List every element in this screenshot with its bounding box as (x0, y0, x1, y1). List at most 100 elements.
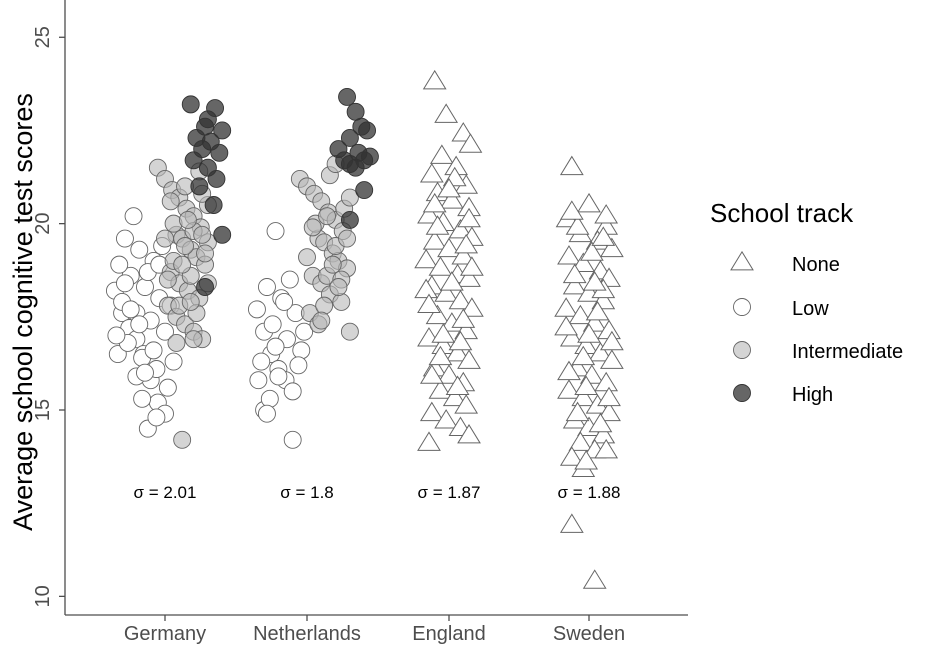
x-tick-label: Netherlands (253, 623, 361, 645)
data-point (591, 423, 616, 444)
legend-label: Low (792, 298, 829, 320)
data-point (269, 367, 288, 386)
data-point (184, 330, 203, 349)
data-point (213, 225, 232, 244)
data-point (557, 245, 581, 265)
data-point (457, 349, 481, 369)
data-point (419, 401, 444, 422)
data-point (582, 271, 607, 291)
data-point (178, 210, 197, 229)
y-tick-label: 25 (32, 26, 54, 48)
data-point (562, 274, 587, 295)
data-point (588, 412, 613, 433)
data-point (346, 102, 365, 121)
data-point (136, 363, 154, 382)
data-point (577, 323, 601, 343)
data-point (176, 237, 194, 255)
data-point (204, 196, 223, 214)
sigma-annotation: σ = 1.87 (418, 483, 481, 502)
data-point (198, 110, 217, 129)
data-point (588, 341, 613, 362)
data-point (428, 256, 453, 276)
data-point (133, 389, 152, 408)
data-point (414, 248, 439, 269)
data-point (459, 256, 484, 276)
data-point (303, 218, 322, 237)
data-point (260, 389, 279, 408)
data-point (116, 274, 134, 293)
data-point (315, 296, 334, 315)
sigma-annotation: σ = 2.01 (134, 483, 197, 502)
data-point (458, 133, 483, 153)
y-axis-title: Average school cognitive test scores (8, 93, 38, 531)
data-point (252, 352, 271, 371)
data-point (559, 327, 584, 347)
data-point (557, 360, 581, 381)
data-point (428, 345, 453, 366)
data-point (258, 278, 276, 296)
data-point (158, 378, 177, 397)
data-point (173, 430, 192, 449)
data-point (358, 121, 377, 140)
data-point (454, 394, 479, 414)
data-point (167, 333, 186, 352)
data-point (565, 401, 590, 422)
data-point (292, 341, 311, 360)
data-point (338, 87, 356, 106)
data-point (591, 226, 616, 246)
data-point (266, 222, 285, 241)
data-point (295, 322, 314, 341)
data-point (568, 304, 593, 325)
data-point (559, 155, 584, 176)
data-point (248, 300, 266, 319)
data-point (437, 177, 461, 198)
data-point (565, 215, 590, 235)
data-point (445, 375, 470, 395)
data-point (422, 230, 447, 250)
data-point (130, 240, 149, 259)
y-tick-label: 10 (32, 585, 54, 607)
data-point (340, 128, 359, 147)
data-point (340, 188, 359, 207)
y-tick-label: 20 (32, 213, 54, 235)
data-point (434, 103, 459, 123)
data-point (439, 189, 464, 209)
data-point (448, 289, 473, 310)
data-point (454, 233, 479, 254)
data-point (164, 352, 183, 371)
data-point (283, 430, 302, 449)
data-point (108, 345, 127, 364)
data-point (258, 404, 276, 423)
data-point (597, 386, 621, 407)
data-point (557, 379, 581, 399)
data-point (116, 229, 134, 248)
legend-marker (733, 384, 751, 402)
data-point (124, 207, 143, 226)
data-point (161, 192, 180, 211)
data-point (136, 278, 154, 296)
data-point (599, 349, 624, 369)
data-point (110, 255, 129, 274)
data-point (554, 297, 579, 317)
data-point (181, 95, 200, 114)
data-point (181, 292, 200, 311)
legend-entry: High (733, 384, 833, 406)
data-point (599, 330, 624, 351)
data-point (196, 244, 214, 263)
legend-entry: Intermediate (733, 341, 903, 363)
data-point (425, 215, 450, 235)
data-point (577, 192, 601, 213)
y-tick-label: 15 (32, 399, 54, 421)
data-point (562, 263, 587, 284)
data-point (431, 323, 456, 343)
data-point (428, 379, 453, 399)
data-point (173, 255, 192, 274)
sigma-annotations: σ = 2.01 σ = 1.8 σ = 1.87 σ = 1.88 (134, 483, 621, 502)
x-tick-label: Germany (124, 623, 206, 645)
legend-label: High (792, 384, 833, 406)
data-point (445, 341, 470, 362)
data-point (263, 315, 282, 334)
data-point (249, 371, 268, 390)
data-point (275, 292, 294, 311)
axes: 10 15 20 25 Germany Netherlands England Sweden (32, 0, 688, 645)
